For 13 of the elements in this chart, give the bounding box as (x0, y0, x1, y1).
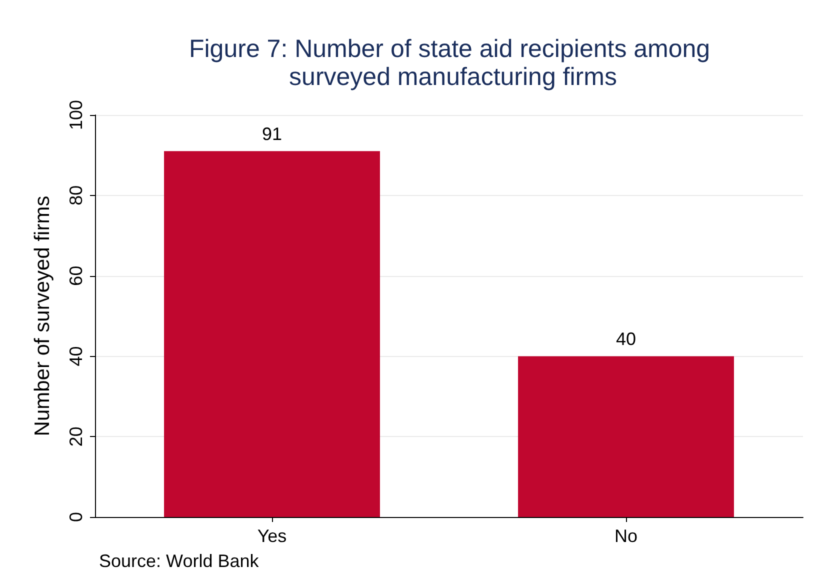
y-tick-label: 60 (66, 266, 86, 286)
y-tick-label: 40 (66, 346, 86, 366)
y-tick-label: 100 (66, 100, 86, 130)
chart-title: Figure 7: Number of state aid recipients among surveyed manufacturing firms (188, 35, 718, 91)
y-tick-label: 0 (66, 512, 86, 522)
data-label: 91 (262, 124, 282, 144)
x-tick-label: Yes (257, 526, 287, 546)
x-tick-label: No (614, 526, 638, 546)
y-tick-label: 20 (66, 426, 86, 447)
y-axis-title: Number of surveyed firms (31, 196, 54, 436)
y-tick-label: 80 (66, 185, 86, 206)
source-note: Source: World Bank (99, 551, 260, 571)
data-label: 40 (616, 329, 636, 350)
